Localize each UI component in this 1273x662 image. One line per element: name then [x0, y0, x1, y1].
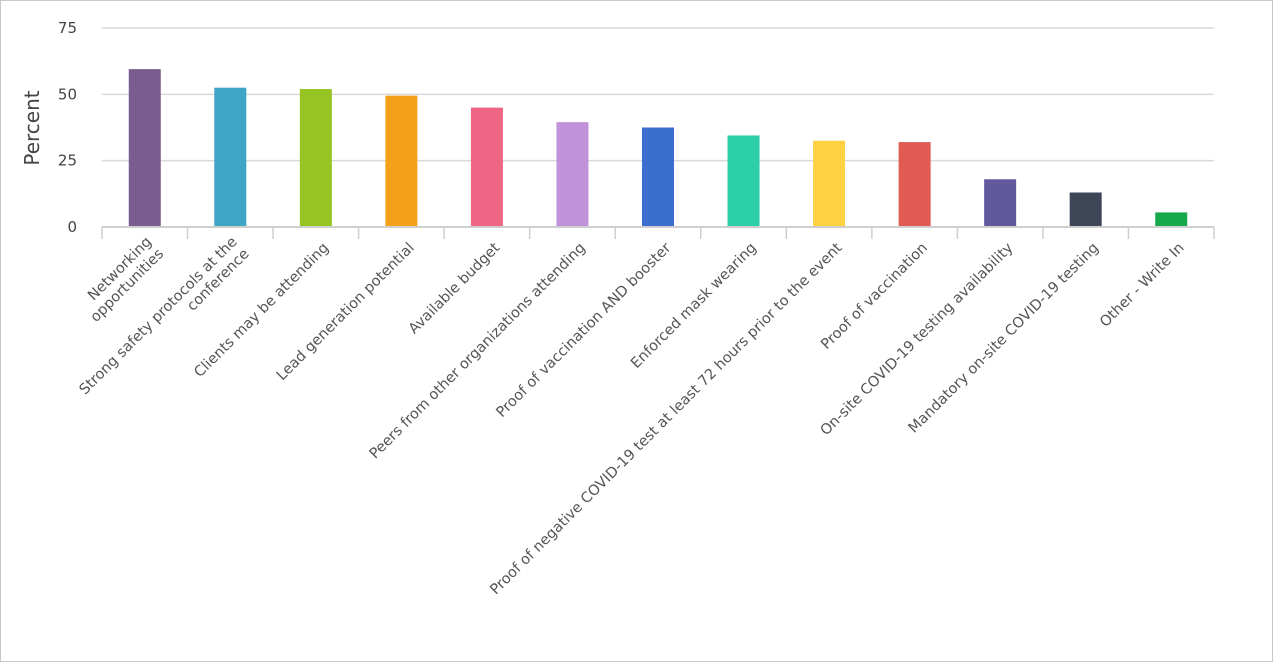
- x-tick-label: Lead generation potential: [274, 240, 418, 384]
- x-axis: [101, 226, 1215, 239]
- y-tick-label: 0: [67, 218, 77, 236]
- y-tick-label: 50: [58, 85, 77, 103]
- y-tick-label: 75: [58, 19, 77, 37]
- x-tick-label: Mandatory on-site COVID-19 testing: [906, 240, 1102, 436]
- bar[interactable]: [642, 127, 674, 228]
- bar[interactable]: [470, 107, 503, 227]
- bars: [128, 69, 1188, 228]
- y-axis-label: Percent: [20, 90, 44, 165]
- bar[interactable]: [385, 95, 418, 227]
- bar[interactable]: [813, 140, 846, 227]
- bar[interactable]: [128, 69, 161, 227]
- bar[interactable]: [898, 142, 931, 227]
- x-tick-label: Proof of vaccination AND booster: [494, 240, 675, 421]
- bar[interactable]: [1069, 192, 1102, 227]
- y-tick-label: 25: [58, 152, 77, 170]
- bar[interactable]: [299, 89, 332, 227]
- x-tick-label: Strong safety protocols at theconference: [77, 234, 253, 410]
- bar[interactable]: [556, 122, 589, 227]
- bar[interactable]: [214, 87, 247, 227]
- y-axis-ticks: 0 25 50 75: [58, 19, 77, 236]
- bar[interactable]: [727, 135, 760, 227]
- x-tick-label: Other - Write In: [1097, 240, 1187, 330]
- x-tick-label: Available budget: [406, 240, 504, 338]
- x-tick-label: On-site COVID-19 testing availability: [818, 240, 1017, 439]
- bar[interactable]: [984, 179, 1017, 227]
- bar[interactable]: [1155, 212, 1188, 227]
